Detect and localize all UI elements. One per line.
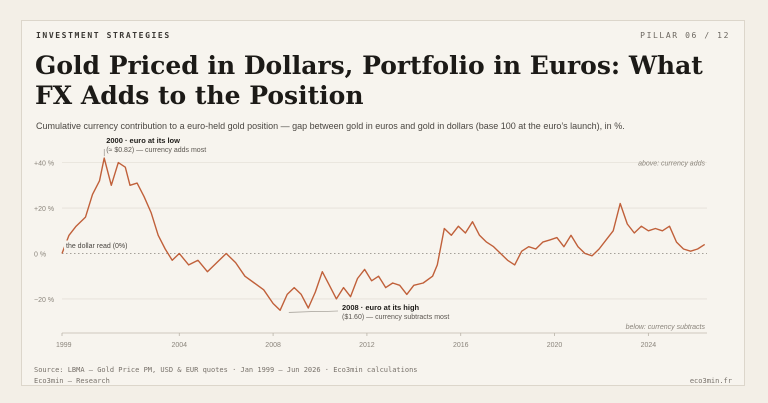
y-tick-label: 0 % [34,251,46,258]
y-tick-label: +20 % [34,206,54,213]
x-tick-label: 2020 [547,342,563,349]
annotation-title: 2000 · euro at its low [106,136,180,145]
annotation-text: (≈ $0.82) — currency adds most [106,147,206,154]
annotation-text: ($1.60) — currency subtracts most [342,314,449,321]
zero-label-bg [64,240,136,250]
x-tick-label: 2008 [265,342,281,349]
source-note: Source: LBMA — Gold Price PM, USD & EUR … [34,366,418,374]
series-line [61,157,706,311]
chart-subtitle: Cumulative currency contribution to a eu… [36,121,625,131]
zero-line-label: the dollar read (0%) [66,243,127,250]
annotation-layer: the dollar read (0%) 2000 · euro at its l… [64,136,449,321]
x-tick-label: 2012 [359,342,375,349]
x-tick-label: 2016 [453,342,469,349]
grid-layer [62,162,707,300]
brand-label: Eco3min — Research [34,377,110,385]
section-kicker: INVESTMENT STRATEGIES [36,31,171,40]
region-label-below: below: currency subtracts [626,324,706,331]
line-chart: +40 % +20 % 0 % −20 % 1999 2004 2008 2012 2016 20… [34,136,707,349]
region-label-above: above: currency adds [638,161,705,168]
pillar-counter: PILLAR 06 / 12 [640,31,730,40]
x-tick-label: 2004 [171,342,187,349]
page-title: Gold Priced in Dollars, Portfolio in Eur… [35,51,703,110]
annotation-leader [288,310,339,313]
site-link[interactable]: eco3min.fr [689,377,732,385]
y-tick-label: +40 % [34,161,54,168]
x-tick-label: 1999 [56,342,72,349]
y-tick-label: −20 % [34,297,54,304]
annotation-title: 2008 · euro at its high [342,303,420,312]
x-tick-label: 2024 [641,342,657,349]
series-layer [61,157,706,311]
chart-card: INVESTMENT STRATEGIES PILLAR 06 / 12 Gol… [21,20,745,386]
axis-layer: +40 % +20 % 0 % −20 % 1999 2004 2008 2012 2016 20… [34,161,707,349]
